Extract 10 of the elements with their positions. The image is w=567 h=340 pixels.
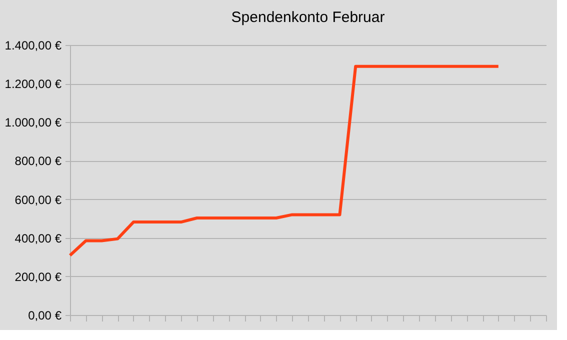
y-tick-label: 1.200,00 € [4, 77, 62, 92]
y-tick-label: 0,00 € [28, 308, 62, 322]
y-tick-label: 200,00 € [14, 270, 62, 284]
y-tick-label: 1.400,00 € [4, 38, 62, 52]
line-series [68, 64, 500, 257]
y-tick-label: 400,00 € [14, 231, 62, 246]
y-tick-label: 1.000,00 € [4, 116, 62, 130]
chart-title: Spendenkonto Februar [231, 9, 385, 26]
y-tick-label: 800,00 € [14, 154, 62, 168]
y-tick-label: 600,00 € [14, 192, 62, 207]
